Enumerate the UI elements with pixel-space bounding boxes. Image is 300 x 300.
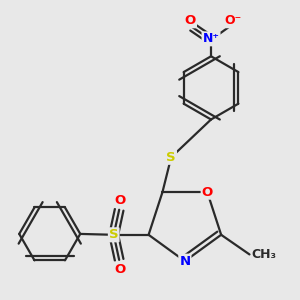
Text: S: S — [167, 151, 176, 164]
Text: O: O — [185, 14, 196, 27]
Text: O⁻: O⁻ — [224, 14, 242, 27]
Text: CH₃: CH₃ — [252, 248, 277, 261]
Text: O: O — [202, 186, 213, 199]
Text: S: S — [109, 228, 118, 241]
Text: O: O — [115, 262, 126, 275]
Text: N⁺: N⁺ — [202, 32, 220, 45]
Text: O: O — [115, 194, 126, 207]
Text: N: N — [179, 255, 191, 268]
